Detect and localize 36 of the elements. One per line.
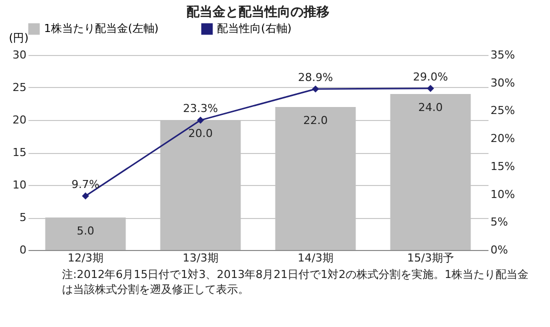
data-label: 9.7%: [72, 178, 100, 191]
point: [196, 116, 204, 124]
text: 注:2012年6月15日付で1対3、2013年8月21日付で1対2の株式分割を実施。1株当たり配当金は当該株式分割を遡及修正して表示。: [62, 267, 530, 297]
chart-title: 配当金と配当性向の推移: [186, 5, 330, 20]
y2-tick-label: 0%: [490, 244, 508, 256]
y-tick-label: 15: [12, 146, 26, 159]
point: [312, 85, 320, 93]
data-label: 20.0: [188, 127, 213, 140]
y2-tick-label: 15%: [490, 160, 515, 173]
y-tick-label: 10: [12, 178, 26, 192]
y-axis-title: (円): [8, 32, 28, 44]
y-tick-label: 20: [12, 114, 26, 126]
y-tick-label: 30: [12, 48, 26, 62]
x-tick-label: 14/3期: [298, 252, 334, 264]
x-tick-label: 12/3期: [68, 252, 104, 264]
y-tick-label: 5: [20, 211, 26, 224]
legend-label: 配当性向(右軸): [217, 22, 292, 35]
point: [82, 192, 90, 200]
x-tick-label: 13/3期: [182, 252, 218, 264]
data-label: 28.9%: [298, 70, 333, 84]
y2-tick-label: 5%: [490, 216, 508, 229]
y-tick-label: 25: [12, 81, 26, 94]
data-label: 5.0: [76, 224, 94, 238]
y2-tick-label: 35%: [490, 48, 515, 62]
data-label: 23.3%: [183, 102, 218, 116]
data-label: 22.0: [303, 114, 328, 127]
x-tick-label: 15/3期予: [407, 252, 454, 264]
y2-tick-label: 30%: [490, 76, 515, 90]
y2-tick-label: 20%: [490, 132, 515, 146]
y2-tick-label: 10%: [490, 188, 515, 201]
point: [426, 84, 434, 92]
y-tick-label: 0: [20, 244, 26, 256]
legend-label: 1株当たり配当金(左軸): [44, 22, 159, 35]
data-label: 24.0: [418, 101, 443, 114]
y2-tick-label: 25%: [490, 104, 515, 118]
data-label: 29.0%: [413, 70, 448, 84]
